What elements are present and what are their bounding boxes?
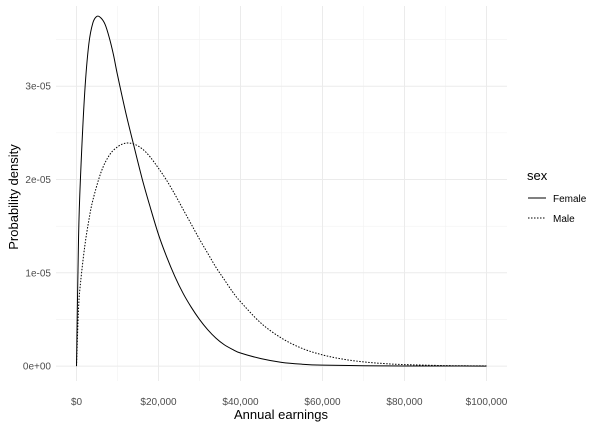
x-tick-label: $40,000 [222, 397, 259, 408]
y-tick-label: 2e-05 [25, 175, 51, 186]
series-lines [76, 15, 487, 367]
x-tick-label: $0 [71, 397, 83, 408]
major-gridlines [56, 6, 507, 381]
minor-gridlines [56, 6, 507, 381]
y-tick-label: 0e+00 [23, 362, 52, 373]
series-line-male [76, 142, 487, 367]
y-tick-label: 3e-05 [25, 82, 51, 93]
series-line-female [76, 15, 487, 367]
legend-label-female: Female [553, 194, 587, 205]
legend: sex Female Male [527, 168, 587, 225]
x-axis-tick-labels: $0 $20,000 $40,000 $60,000 $80,000 $100,000 [71, 397, 508, 408]
y-tick-label: 1e-05 [25, 268, 51, 279]
legend-title: sex [527, 168, 548, 183]
y-axis-tick-labels: 0e+00 1e-05 2e-05 3e-05 [23, 82, 52, 373]
x-tick-label: $20,000 [140, 397, 177, 408]
x-tick-label: $80,000 [386, 397, 423, 408]
y-axis-title: Probability density [6, 144, 21, 250]
x-tick-label: $60,000 [304, 397, 341, 408]
x-tick-label: $100,000 [466, 397, 508, 408]
legend-label-male: Male [553, 214, 575, 225]
x-axis-title: Annual earnings [234, 407, 328, 422]
